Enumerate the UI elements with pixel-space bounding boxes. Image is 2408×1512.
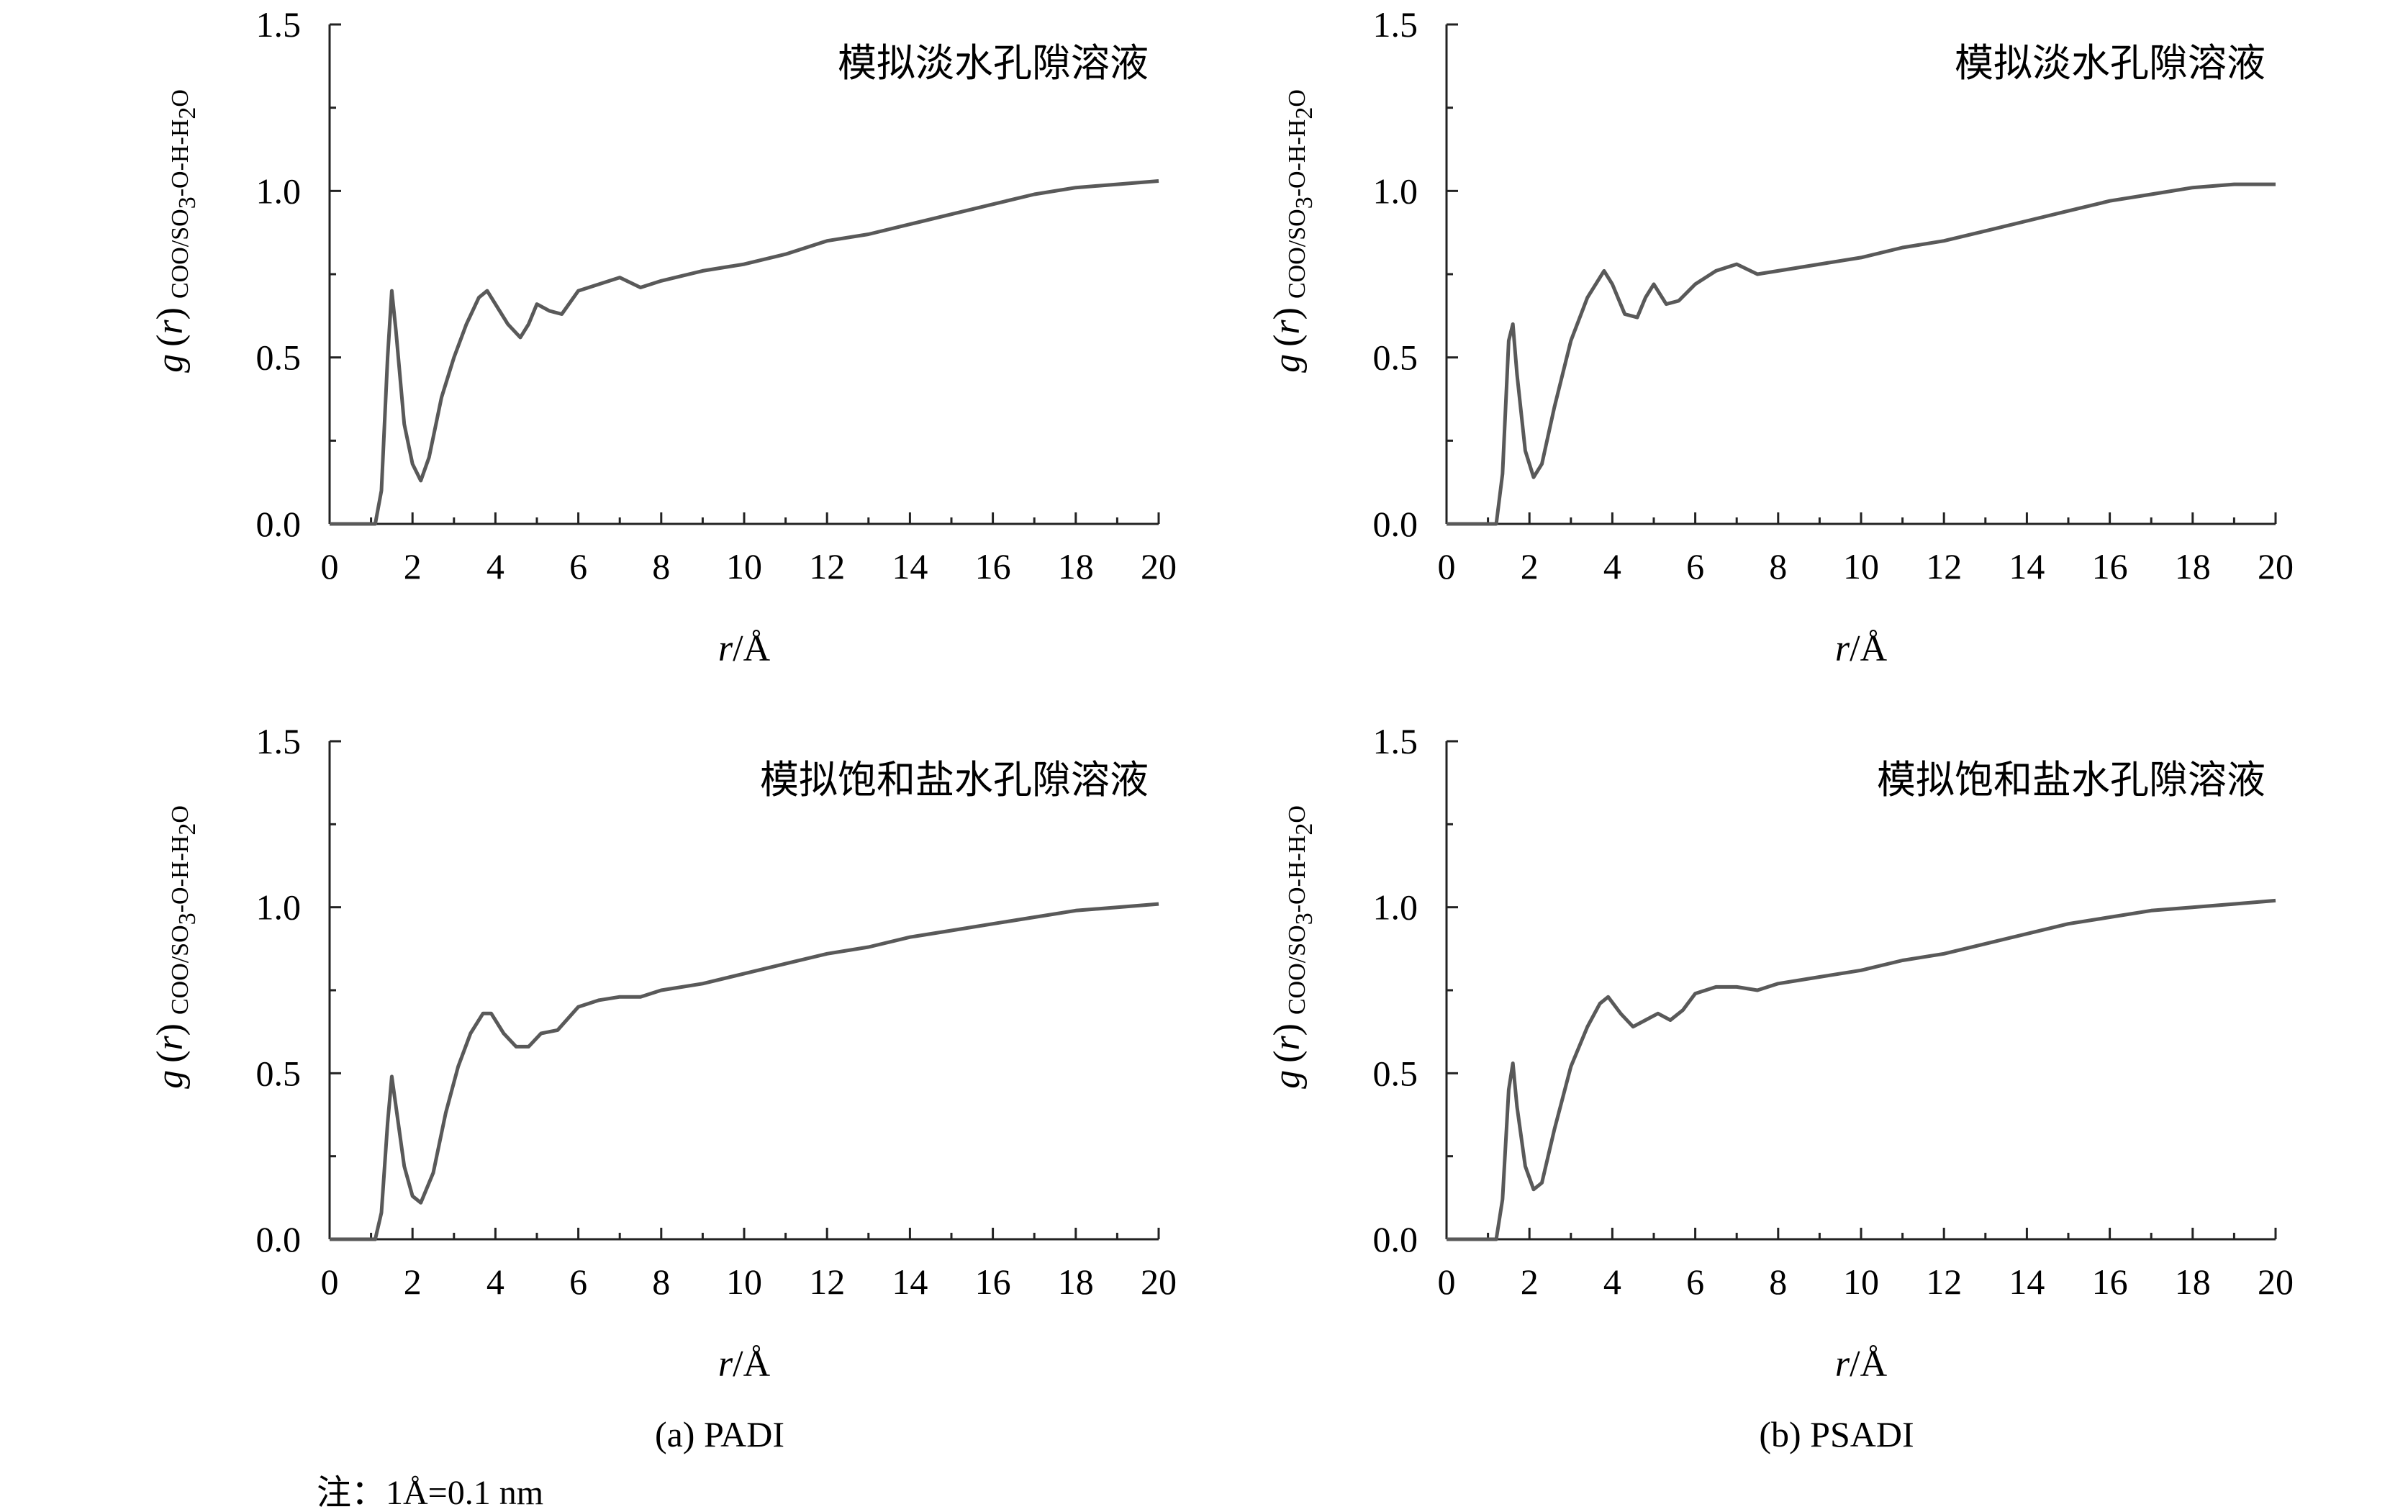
x-tick-label: 18 [2175,1262,2211,1302]
y-tick-label: 1.5 [256,721,302,761]
panel-title: 模拟饱和盐水孔隙溶液 [1877,759,2266,802]
panel-a-top: 0 2 4 6 8 10 12 14 16 18 20 0.0 0.5 1.0 1.5 模拟淡水孔隙溶液 r/Å… [150,4,1177,669]
x-tick-label: 12 [1926,546,1962,587]
x-axis-label: r/Å [718,1344,771,1385]
x-tick-label: 14 [2009,1262,2045,1302]
y-axis-label: g(r)COO/SO3-O-H-H2O [1267,805,1318,1089]
y-axis-label: g(r)COO/SO3-O-H-H2O [1267,89,1318,373]
x-tick-label: 10 [1843,1262,1879,1302]
x-tick-label: 0 [321,546,339,587]
x-tick-label: 4 [1603,1262,1621,1302]
panel-a-bottom: 0 2 4 6 8 10 12 14 16 18 20 0.0 0.5 1.0 1.5 模拟饱和盐水孔隙溶液 r… [150,721,1177,1385]
y-tick-label: 0.0 [1373,1219,1418,1259]
y-tick-label: 1.0 [256,887,302,928]
rdf-curve [330,179,1159,526]
y-axis-label: g(r)COO/SO3-O-H-H2O [150,89,201,373]
x-tick-label: 8 [1769,1262,1787,1302]
y-axis-label: g(r)COO/SO3-O-H-H2O [150,805,201,1089]
x-tick-label: 20 [2258,1262,2294,1302]
y-tick-label: 0.5 [1373,338,1418,378]
x-tick-label: 6 [569,1262,587,1302]
x-tick-label: 18 [1058,546,1094,587]
panel-title: 模拟淡水孔隙溶液 [838,42,1149,85]
rdf-curve [1447,898,2276,1241]
x-tick-label: 4 [1603,546,1621,587]
x-tick-label: 14 [892,1262,928,1302]
y-tick-label: 1.5 [1373,4,1418,45]
y-tick-label: 1.0 [1373,887,1418,928]
x-tick-label: 2 [1521,546,1539,587]
x-tick-label: 0 [321,1262,339,1302]
rdf-curve [330,902,1159,1241]
x-tick-label: 12 [809,1262,845,1302]
x-tick-label: 20 [1141,1262,1177,1302]
y-tick-label: 1.0 [1373,171,1418,211]
y-tick-label: 1.0 [256,171,302,211]
x-tick-label: 14 [892,546,928,587]
x-tick-label: 12 [809,546,845,587]
panel-b-top: 0 2 4 6 8 10 12 14 16 18 20 0.0 0.5 1.0 1.5 模拟淡水孔隙溶液 r/Å… [1267,4,2294,669]
y-tick-label: 0.5 [256,1053,302,1093]
unit-note: 注：1Å=0.1 nm [317,1474,543,1512]
rdf-curve [1447,182,2276,526]
x-tick-label: 8 [652,546,670,587]
x-tick-label: 6 [1686,546,1704,587]
x-axis-label: r/Å [1835,628,1888,669]
panel-title: 模拟饱和盐水孔隙溶液 [760,759,1149,802]
x-tick-label: 2 [404,1262,422,1302]
y-tick-label: 0.0 [256,1219,302,1259]
x-tick-label: 18 [2175,546,2211,587]
x-tick-label: 0 [1438,546,1456,587]
x-tick-label: 10 [1843,546,1879,587]
x-tick-label: 16 [2092,546,2128,587]
panel-title: 模拟淡水孔隙溶液 [1955,42,2266,85]
x-tick-label: 10 [726,546,762,587]
y-tick-label: 0.0 [1373,504,1418,544]
x-tick-label: 6 [569,546,587,587]
caption-a: (a) PADI [655,1414,784,1454]
x-tick-label: 10 [726,1262,762,1302]
x-tick-label: 8 [1769,546,1787,587]
x-tick-label: 0 [1438,1262,1456,1302]
x-tick-label: 16 [2092,1262,2128,1302]
x-tick-label: 2 [404,546,422,587]
x-axis-label: r/Å [1835,1344,1888,1385]
x-axis-label: r/Å [718,628,771,669]
x-tick-label: 4 [486,546,504,587]
x-tick-label: 16 [975,546,1011,587]
x-tick-label: 2 [1521,1262,1539,1302]
x-tick-label: 8 [652,1262,670,1302]
x-tick-label: 20 [2258,546,2294,587]
caption-b: (b) PSADI [1759,1414,1914,1454]
x-tick-label: 12 [1926,1262,1962,1302]
x-tick-label: 6 [1686,1262,1704,1302]
y-tick-label: 0.0 [256,504,302,544]
x-tick-label: 20 [1141,546,1177,587]
x-tick-label: 18 [1058,1262,1094,1302]
panel-b-bottom: 0 2 4 6 8 10 12 14 16 18 20 0.0 0.5 1.0 1.5 模拟饱和盐水孔隙溶液 r… [1267,721,2294,1385]
y-tick-label: 0.5 [256,338,302,378]
x-tick-label: 4 [486,1262,504,1302]
y-tick-label: 0.5 [1373,1053,1418,1093]
x-tick-label: 14 [2009,546,2045,587]
y-tick-label: 1.5 [1373,721,1418,761]
x-tick-label: 16 [975,1262,1011,1302]
y-tick-label: 1.5 [256,4,302,45]
